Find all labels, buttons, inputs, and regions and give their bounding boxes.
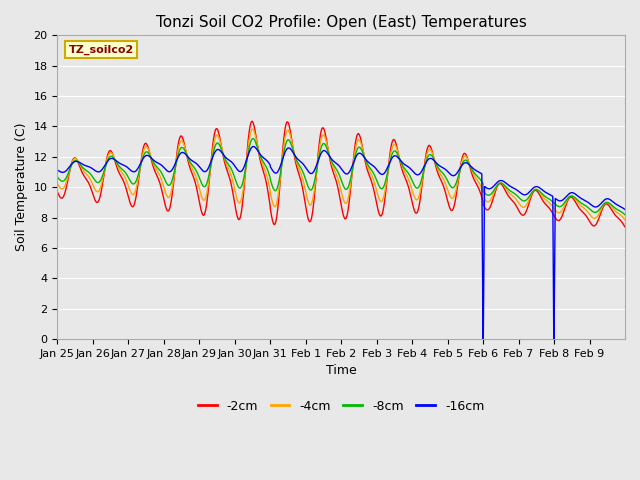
Y-axis label: Soil Temperature (C): Soil Temperature (C) <box>15 123 28 252</box>
Title: Tonzi Soil CO2 Profile: Open (East) Temperatures: Tonzi Soil CO2 Profile: Open (East) Temp… <box>156 15 527 30</box>
X-axis label: Time: Time <box>326 364 356 377</box>
Legend: -2cm, -4cm, -8cm, -16cm: -2cm, -4cm, -8cm, -16cm <box>193 395 490 418</box>
Text: TZ_soilco2: TZ_soilco2 <box>68 45 134 55</box>
